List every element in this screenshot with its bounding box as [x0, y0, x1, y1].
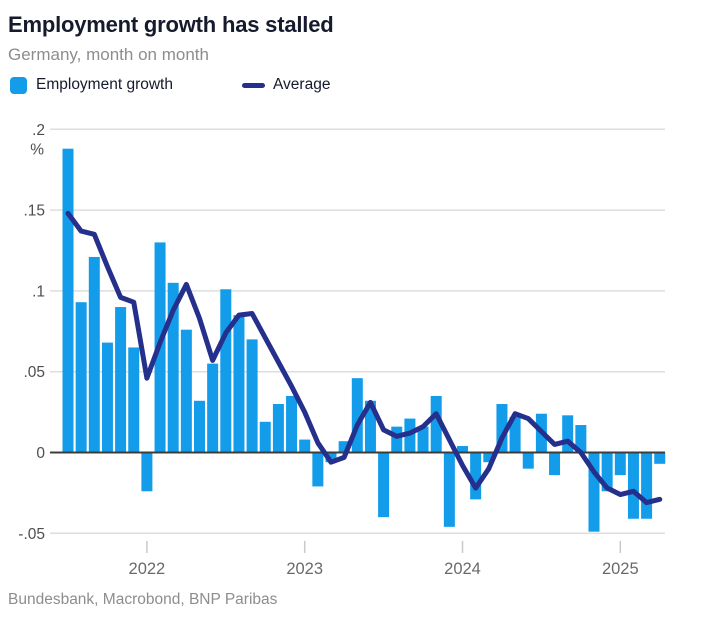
bar-2023-11 [430, 395, 442, 453]
bar-2024-09 [562, 415, 574, 453]
bar-2025-02 [627, 452, 639, 519]
bar-2024-10 [575, 425, 587, 453]
chart-subtitle: Germany, month on month [8, 45, 209, 64]
bar-2023-08 [391, 426, 403, 453]
bar-2022-07 [220, 289, 232, 453]
bar-2023-03 [325, 452, 337, 463]
legend-item-average: Average [241, 76, 331, 94]
bar-2022-11 [272, 404, 284, 453]
x-tick-label: 2025 [602, 560, 639, 578]
bar-2024-11 [588, 452, 600, 532]
y-tick-label: .1 [32, 283, 45, 300]
bar-2024-05 [509, 416, 521, 453]
x-tick-label: 2023 [286, 560, 323, 578]
bar-2022-12 [286, 395, 298, 453]
bar-2023-07 [378, 452, 390, 518]
bar-2023-06 [364, 400, 376, 453]
bar-2023-10 [417, 426, 429, 453]
bar-2024-04 [496, 404, 508, 453]
bar-2023-01 [299, 439, 311, 453]
bar-2021-08 [75, 302, 87, 453]
y-tick-label: .2 [32, 122, 45, 139]
y-axis-unit-label: % [30, 141, 44, 158]
bar-2024-06 [522, 452, 534, 469]
bar-2025-04 [654, 452, 666, 464]
y-tick-label: .15 [23, 203, 45, 220]
bar-2022-01 [141, 452, 153, 492]
bar-2021-11 [115, 307, 127, 453]
line-series-swatch-icon [241, 82, 265, 88]
bar-2022-03 [167, 282, 179, 453]
bar-2022-10 [259, 421, 271, 453]
bar-2024-03 [483, 452, 495, 463]
bar-2025-01 [614, 452, 626, 476]
legend: Employment growth Average [10, 74, 330, 96]
y-tick-label: 0 [36, 445, 45, 462]
bar-2021-07 [62, 148, 74, 453]
bar-2021-09 [88, 256, 100, 453]
x-tick-label: 2024 [444, 560, 481, 578]
bar-2024-02 [470, 452, 482, 500]
average-line [65, 210, 663, 506]
legend-label-employment-growth: Employment growth [36, 76, 173, 93]
source-note: Bundesbank, Macrobond, BNP Paribas [8, 591, 278, 608]
bar-2022-06 [207, 363, 219, 453]
y-tick-label: -.05 [18, 526, 45, 543]
bar-2023-12 [443, 452, 455, 527]
chart-title: Employment growth has stalled [8, 12, 334, 37]
bar-2023-02 [312, 452, 324, 487]
bar-2025-03 [641, 452, 653, 519]
bar-2024-12 [601, 452, 613, 492]
legend-label-average: Average [272, 76, 331, 93]
bar-2023-04 [338, 441, 350, 453]
bar-series-swatch-icon [10, 76, 27, 94]
bar-2021-10 [101, 342, 113, 453]
x-tick-label: 2022 [129, 560, 166, 578]
bar-2022-05 [194, 400, 205, 453]
bar-2022-09 [246, 339, 258, 453]
bar-2021-12 [128, 347, 140, 453]
bar-2023-05 [351, 378, 363, 453]
legend-item-employment-growth: Employment growth [10, 76, 173, 94]
bar-2024-01 [457, 446, 468, 453]
bar-2024-08 [549, 452, 561, 476]
bar-2022-04 [180, 329, 192, 453]
y-tick-label: .05 [23, 364, 45, 381]
bar-2022-08 [233, 315, 245, 453]
